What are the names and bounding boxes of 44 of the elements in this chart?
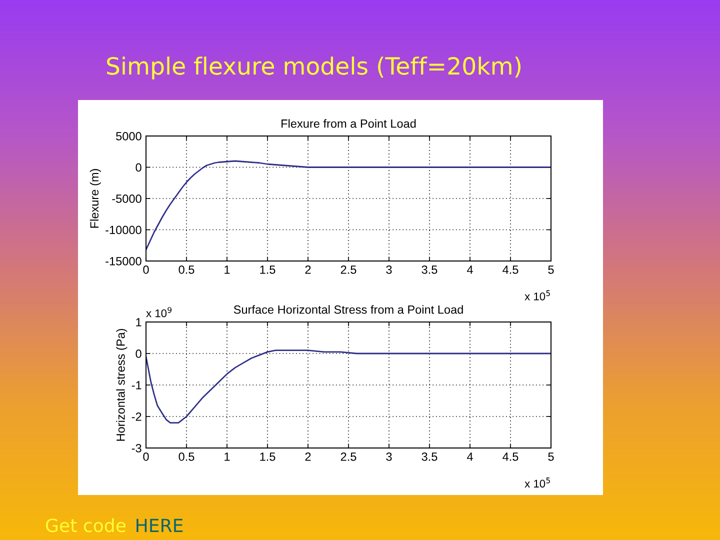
x-tick-label: 2 bbox=[305, 452, 311, 461]
x-tick-label: 3.5 bbox=[422, 452, 438, 461]
x-tick-label: 1 bbox=[224, 266, 230, 274]
chart-title: Flexure from a Point Load bbox=[282, 119, 416, 128]
x-tick-label: 0 bbox=[143, 265, 149, 274]
y-tick-label: -1 bbox=[132, 381, 142, 390]
y-tick-label: -5000 bbox=[112, 194, 142, 203]
line-series bbox=[146, 160, 551, 250]
text: x 10$^{5}$ bbox=[524, 290, 550, 300]
x-tick-label: 3.5 bbox=[422, 265, 438, 274]
y-tick-label: -3 bbox=[132, 444, 142, 452]
y-tick-label: 0 bbox=[136, 163, 142, 172]
x-tick-label: 0.5 bbox=[178, 452, 194, 461]
x-tick-label: 1.5 bbox=[260, 266, 276, 274]
line-series bbox=[146, 350, 551, 424]
y-axis-title: Flexure (m) bbox=[90, 169, 101, 228]
x-tick-label: 1 bbox=[224, 452, 230, 461]
x-tick-label: 1.5 bbox=[260, 452, 276, 461]
y-tick-label: -10000 bbox=[106, 226, 142, 234]
x-tick-label: 4.5 bbox=[502, 266, 518, 274]
text: x 10$^{5}$ bbox=[524, 478, 550, 488]
text: Get code bbox=[46, 518, 126, 532]
x-tick-label: 4 bbox=[466, 452, 473, 461]
y-tick-label: 0 bbox=[136, 350, 142, 358]
x-tick-label: 2.5 bbox=[340, 452, 356, 461]
text: Simple flexure models (Teff=20km) bbox=[107, 56, 521, 80]
x-tick-label: 2.5 bbox=[340, 265, 356, 274]
x-tick-label: 3 bbox=[386, 265, 392, 274]
x-tick-label: 5 bbox=[548, 452, 554, 461]
x-tick-label: 5 bbox=[548, 266, 554, 274]
y-axis-title: Horizontal stress (Pa) bbox=[116, 328, 128, 441]
y-tick-label: -2 bbox=[132, 412, 142, 421]
x-tick-label: 4.5 bbox=[502, 452, 518, 461]
text: HERE bbox=[136, 518, 183, 532]
y-tick-label: 5000 bbox=[116, 132, 142, 140]
x-tick-label: 3 bbox=[386, 452, 392, 461]
chart-title: Surface Horizontal Stress from a Point Load bbox=[234, 305, 463, 314]
x-tick-label: 2 bbox=[305, 265, 311, 274]
x-tick-label: 0 bbox=[143, 452, 149, 461]
text: x 10$^{9}$ bbox=[146, 307, 172, 318]
x-tick-label: 0.5 bbox=[178, 265, 194, 274]
y-tick-label: -15000 bbox=[106, 257, 142, 266]
x-tick-label: 4 bbox=[466, 266, 473, 274]
y-tick-label: 1 bbox=[136, 318, 142, 326]
